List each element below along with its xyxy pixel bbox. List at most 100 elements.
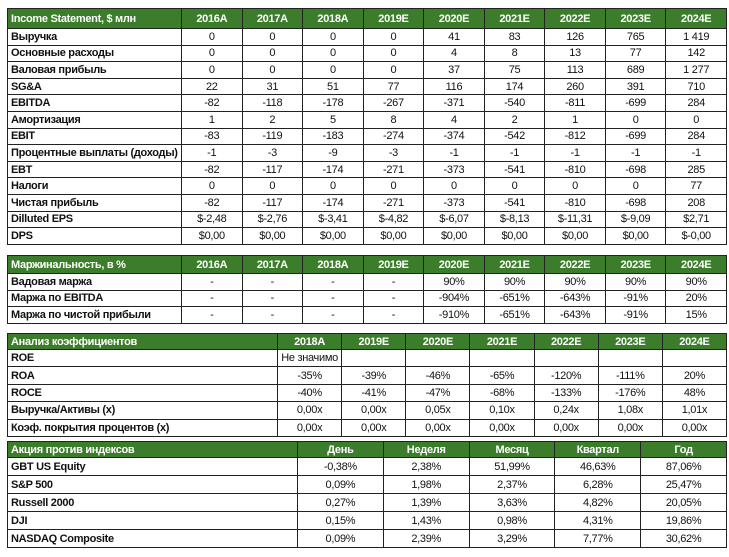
- table-title: Income Statement, $ млн: [7, 8, 182, 29]
- table-cell: 0: [362, 61, 425, 79]
- table-cell: 0,98%: [468, 511, 556, 530]
- table-cell: -0,38%: [297, 457, 384, 476]
- table-cell: [405, 348, 471, 368]
- table-cell: -651%: [483, 289, 546, 308]
- table-cell: 90%: [423, 273, 485, 291]
- table-cell: -133%: [533, 383, 599, 403]
- table-cell: 7,77%: [554, 529, 642, 548]
- table-cell: -: [302, 306, 364, 324]
- table-cell: 4,82%: [554, 493, 642, 512]
- table-cell: 20%: [661, 366, 728, 385]
- table-cell: 0,00x: [341, 418, 407, 437]
- row-label: Маржа по EBITDA: [7, 289, 182, 308]
- table-cell: -274: [362, 127, 425, 146]
- row-label: EBIT: [7, 127, 182, 146]
- table-cell: 126: [544, 28, 606, 46]
- row-label: GBT US Equity: [7, 457, 298, 476]
- column-header: 2024E: [665, 8, 727, 29]
- table-cell: [469, 348, 535, 368]
- table-cell: -41%: [341, 383, 407, 403]
- column-header: 2020E: [405, 333, 471, 350]
- row-label: Dilluted EPS: [7, 210, 182, 229]
- table-cell: $-9,09: [604, 210, 667, 229]
- table-cell: -271: [362, 160, 425, 179]
- table-cell: -: [362, 289, 425, 308]
- row-label: Выручка/Активы (x): [7, 401, 278, 420]
- table-cell: 0: [181, 177, 243, 195]
- row-label: SG&A: [7, 77, 182, 96]
- table-cell: 113: [544, 61, 606, 79]
- row-label: Вадовая маржа: [7, 273, 182, 291]
- table-cell: 6,28%: [554, 475, 642, 494]
- table-cell: 1: [181, 110, 243, 129]
- table-cell: 3,29%: [468, 529, 556, 548]
- column-header: 2024E: [665, 255, 727, 274]
- table-cell: 0: [544, 177, 606, 195]
- table-row: Основные расходы 0 0 0 0 4 8 13 77 142: [7, 44, 727, 63]
- row-label: ROCE: [7, 383, 278, 403]
- table-cell: -117: [241, 193, 304, 212]
- table-cell: -: [302, 273, 364, 291]
- table-cell: -651%: [483, 306, 546, 324]
- table-row: EBT -82 -117 -174 -271 -373 -541 -810 -698 285: [7, 160, 727, 179]
- table-cell: 284: [665, 127, 727, 146]
- table-cell: -1: [423, 144, 485, 162]
- table-row: DPS $0,00 $0,00 $0,00 $0,00 $0,00 $0,00 $0,00 $0…: [7, 227, 727, 245]
- table-cell: 20%: [665, 289, 727, 308]
- table-cell: $-8,13: [483, 210, 546, 229]
- table-cell: -: [362, 273, 425, 291]
- table-cell: 0,00x: [661, 418, 728, 437]
- table-cell: -812: [544, 127, 606, 146]
- table-cell: 75: [483, 61, 546, 79]
- row-label: Russell 2000: [7, 493, 298, 512]
- column-header: 2017A: [241, 255, 304, 274]
- row-label: EBITDA: [7, 94, 182, 112]
- table-cell: $-11,31: [544, 210, 606, 229]
- table-cell: 19,86%: [640, 511, 727, 530]
- table-cell: 0: [302, 28, 364, 46]
- table-cell: 0,00x: [276, 418, 343, 437]
- table-row: ROA -35% -39% -46% -65% -120% -111% 20%: [7, 366, 728, 385]
- table-cell: 15%: [665, 306, 727, 324]
- row-label: DJI: [7, 511, 298, 530]
- column-header: День: [297, 441, 384, 458]
- column-header: 2023E: [604, 8, 667, 29]
- table-cell: -699: [604, 127, 667, 146]
- table-cell: -1: [604, 144, 667, 162]
- row-label: Валовая прибыль: [7, 61, 182, 79]
- table-cell: -174: [302, 160, 364, 179]
- column-header: 2018A: [302, 255, 364, 274]
- table-cell: -910%: [423, 306, 485, 324]
- table-cell: 30,62%: [640, 529, 727, 548]
- table-cell: 8: [362, 110, 425, 129]
- table-cell: $2,71: [665, 210, 727, 229]
- header-row: Акция против индексов День Неделя Месяц Квар…: [7, 441, 727, 458]
- table-cell: 1,08x: [597, 401, 663, 420]
- table-cell: 0,00x: [469, 418, 535, 437]
- stock-vs-indices-table: Акция против индексов День Неделя Месяц Квар…: [7, 441, 727, 548]
- table-cell: -174: [302, 193, 364, 212]
- table-cell: -176%: [597, 383, 663, 403]
- ratios-table: Анализ коэффициентов 2018A 2019E 2020E 2021E…: [7, 333, 728, 437]
- table-cell: 0,09%: [297, 475, 384, 494]
- column-header: 2020E: [423, 8, 485, 29]
- table-cell: 0: [241, 44, 304, 63]
- table-cell: -: [241, 273, 304, 291]
- table-cell: 90%: [544, 273, 606, 291]
- column-header: 2023E: [597, 333, 663, 350]
- table-cell: $-6,07: [423, 210, 485, 229]
- table-cell: 1,43%: [382, 511, 470, 530]
- table-cell: -373: [423, 193, 485, 212]
- table-row: Вадовая маржа - - - -90% 90% 90% 90% 90%: [7, 273, 727, 291]
- table-cell: 22: [181, 77, 243, 96]
- table-cell: 710: [665, 77, 727, 96]
- column-header: 2019E: [362, 8, 425, 29]
- row-label: Маржа по чистой прибыли: [7, 306, 182, 324]
- income-statement-table: Income Statement, $ млн 2016A 2017A 2018A 20…: [7, 8, 727, 245]
- table-cell: 174: [483, 77, 546, 96]
- table-cell: -542: [483, 127, 546, 146]
- table-row: Чистая прибыль -82 -117 -174 -271 -373 -541 -81…: [7, 193, 727, 212]
- table-cell: [661, 348, 728, 368]
- table-cell: 2: [241, 110, 304, 129]
- table-cell: -643%: [544, 289, 606, 308]
